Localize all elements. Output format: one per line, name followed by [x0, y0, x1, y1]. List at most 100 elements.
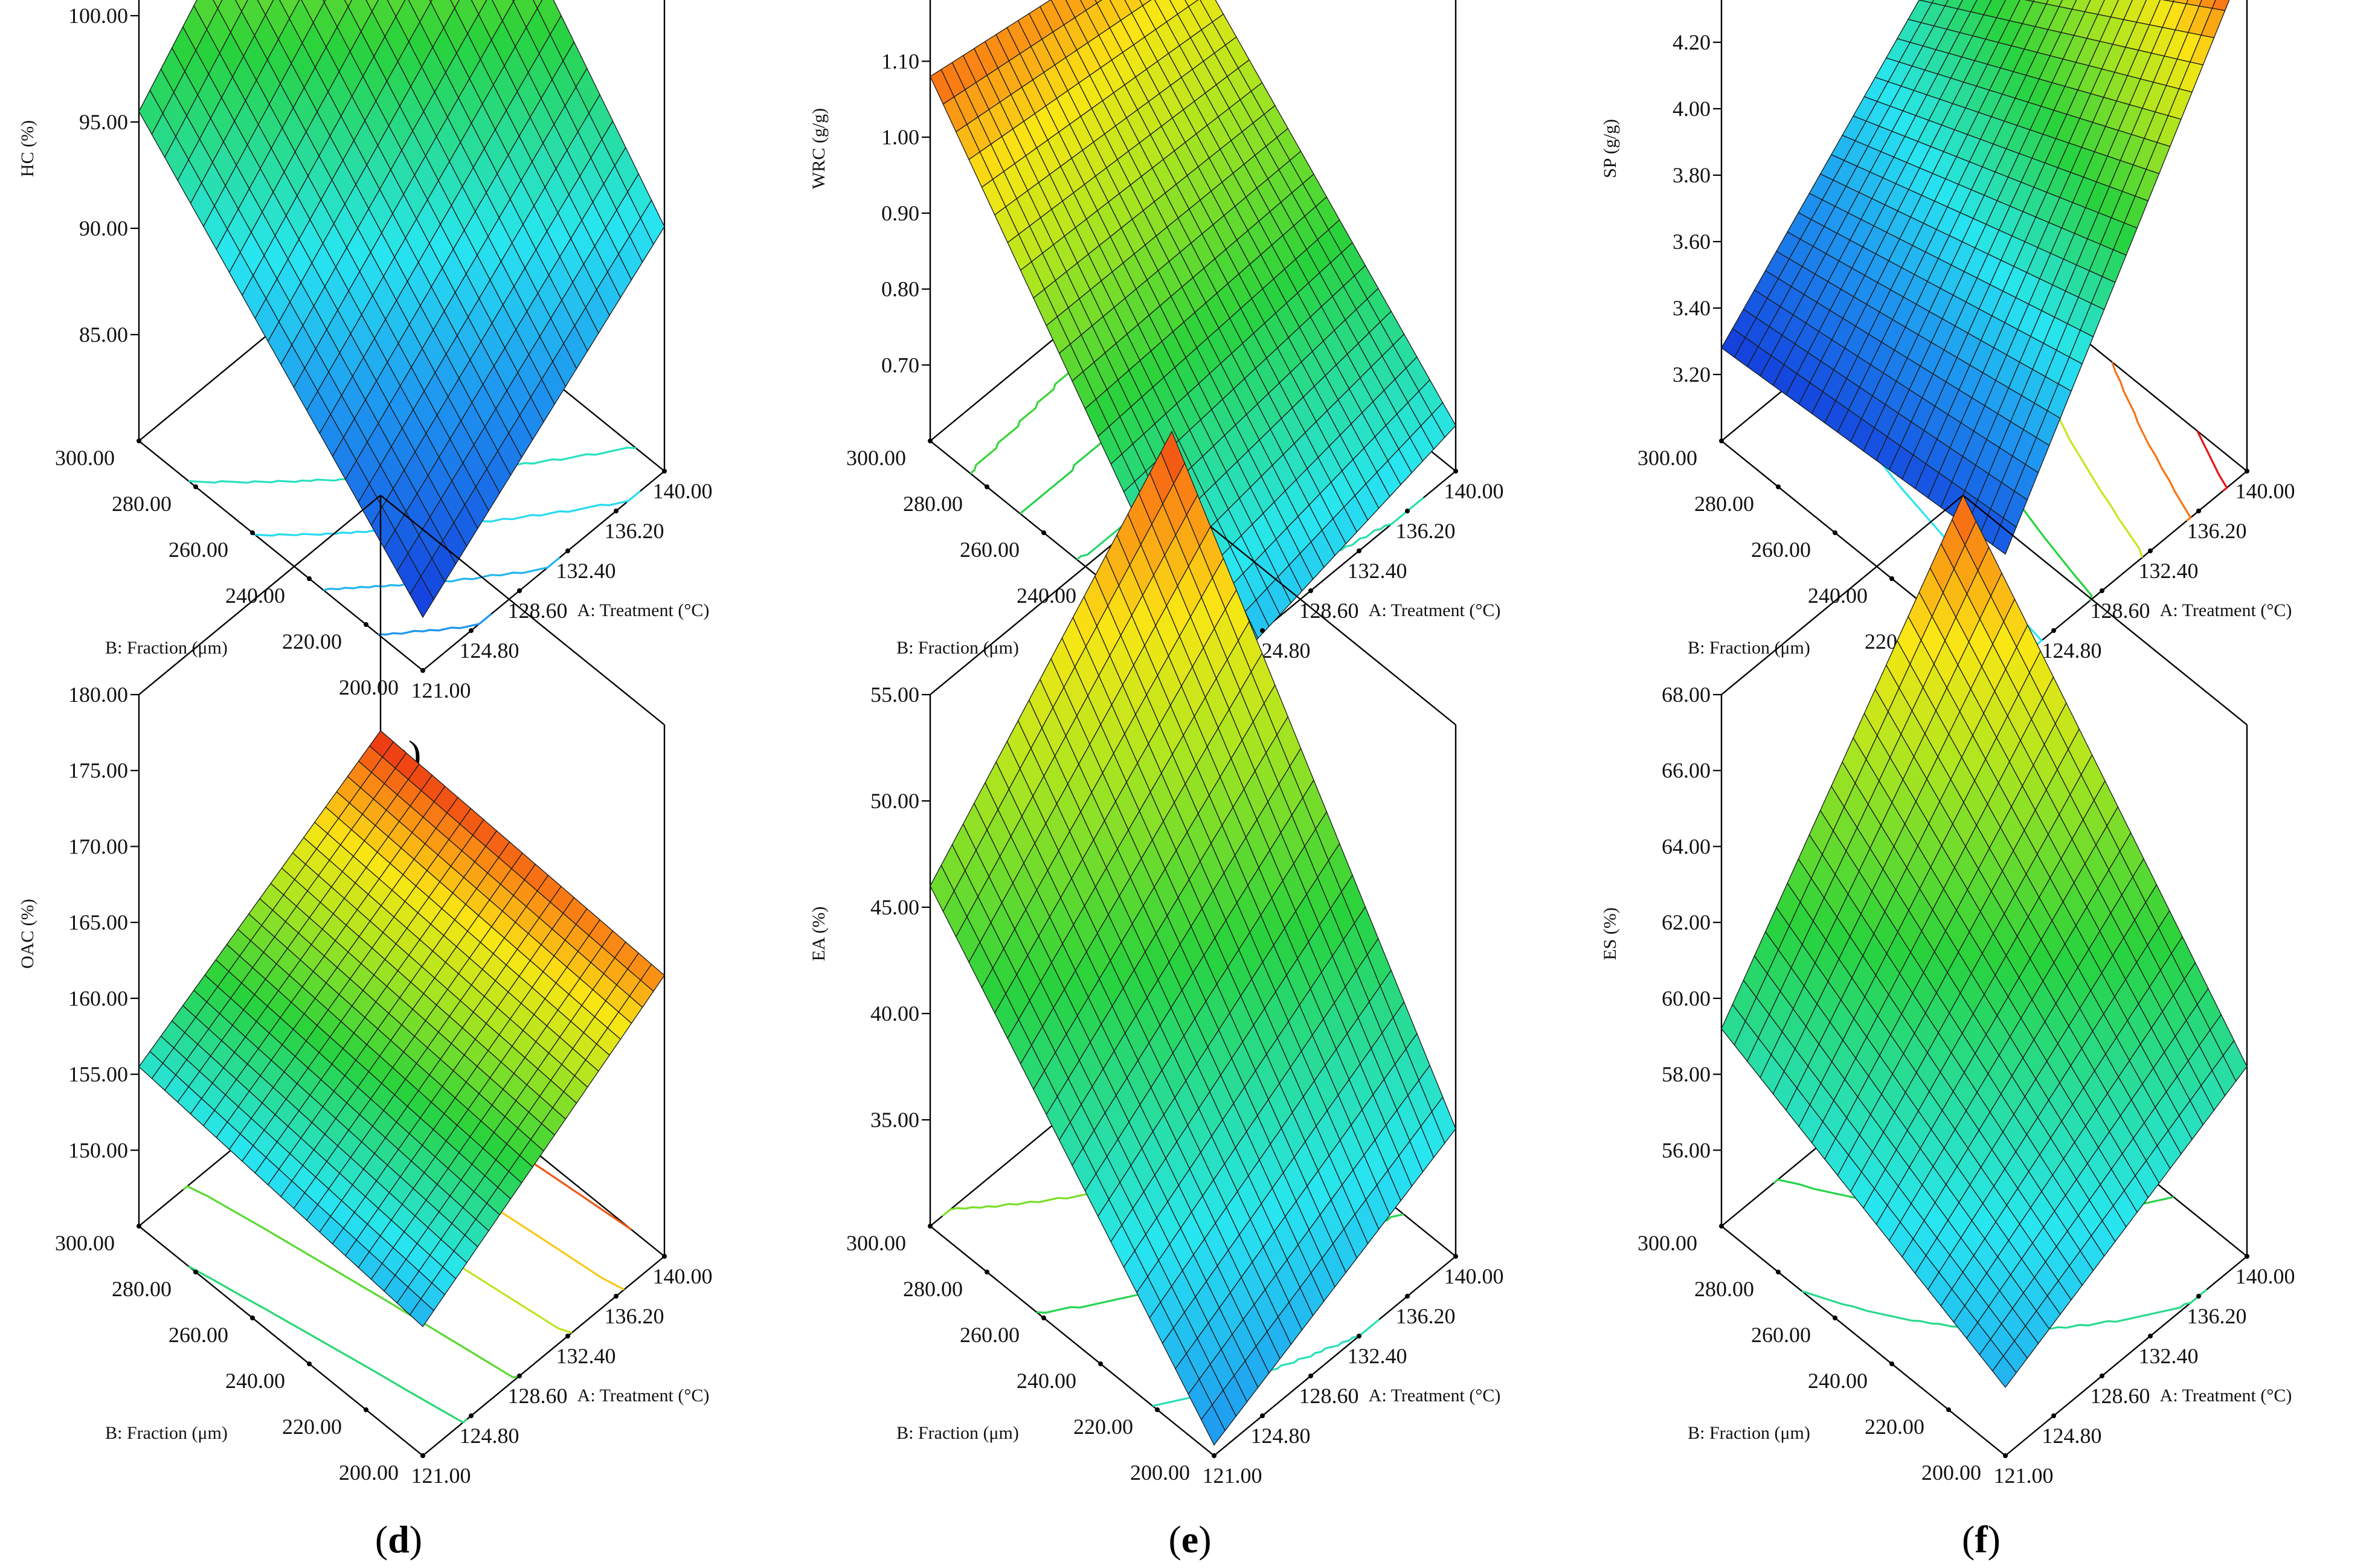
- b-axis-e: 200.00 220.00 240.00 260.00 280.00 300.00 B: F…: [846, 1224, 1217, 1485]
- a-tick-mark: [1260, 628, 1265, 633]
- surface-cell: [344, 0, 353, 8]
- panel-label-e: (e): [1168, 1518, 1211, 1561]
- b-tick-mark: [364, 1407, 368, 1412]
- b-tick-label: 280.00: [1694, 1277, 1754, 1301]
- b-tick-label: 240.00: [225, 583, 285, 608]
- b-tick-label: 240.00: [1808, 1369, 1868, 1393]
- b-tick-label: 260.00: [169, 538, 228, 562]
- chart-panel-e: 35.00 40.00 45.00 50.00 55.00 EA (%) 200.00 220…: [791, 430, 1577, 1564]
- frame-edge: [1721, 1226, 2006, 1456]
- a-tick-mark: [469, 628, 474, 633]
- a-tick-mark: [614, 509, 619, 513]
- z-tick-label: 0.90: [881, 201, 919, 225]
- b-tick-label: 280.00: [903, 492, 963, 516]
- frame-edge: [1721, 495, 1964, 695]
- a-tick-label: 136.20: [605, 519, 664, 543]
- a-tick-label: 136.20: [2187, 519, 2247, 543]
- b-tick-mark: [985, 1270, 989, 1274]
- a-tick-mark: [2196, 509, 2201, 513]
- a-tick-mark: [1357, 1334, 1361, 1338]
- surface-plot-d: 150.00 155.00 160.00 165.00 170.00 175.00 180.…: [18, 495, 713, 1561]
- a-tick-label: 136.20: [1396, 1304, 1456, 1328]
- z-axis-title: SP (g/g): [1600, 119, 1620, 178]
- b-tick-label: 300.00: [1638, 446, 1697, 470]
- a-tick-mark: [2245, 469, 2249, 474]
- b-tick-label: 240.00: [1808, 583, 1868, 608]
- a-axis-title: A: Treatment (°C): [2160, 1386, 2292, 1406]
- b-axis-title: B: Fraction (μm): [105, 638, 228, 658]
- contour-line: [1801, 1288, 2208, 1331]
- b-axis-title: B: Fraction (μm): [1688, 638, 1810, 658]
- a-axis-title: A: Treatment (°C): [1369, 600, 1501, 620]
- a-tick-label: 128.60: [2091, 599, 2150, 623]
- surface-cell: [365, 0, 379, 13]
- a-tick-label: 132.40: [2139, 1344, 2199, 1368]
- b-axis-f: 200.00 220.00 240.00 260.00 280.00 300.00 B: F…: [1638, 1224, 2008, 1485]
- z-tick-label: 55.00: [870, 683, 919, 707]
- frame-edge: [138, 1226, 423, 1456]
- z-tick-label: 0.80: [881, 277, 919, 301]
- a-tick-mark: [2051, 1413, 2056, 1418]
- z-tick-label: 45.00: [870, 895, 919, 919]
- z-tick-label: 160.00: [68, 986, 128, 1011]
- response-surface-d: [138, 730, 665, 1328]
- surface-cell: [409, 1298, 435, 1328]
- a-axis-e: 121.00 124.80 128.60 132.40 136.20 140.00 A: T…: [1203, 1254, 1504, 1488]
- b-tick-mark: [137, 1224, 141, 1229]
- z-tick-label: 35.00: [870, 1108, 919, 1132]
- z-tick-label: 165.00: [68, 910, 128, 934]
- z-axis-b: 0.700.800.901.001.101.201.30WRC (g/g): [809, 49, 930, 377]
- b-tick-mark: [1776, 484, 1781, 489]
- b-tick-mark: [193, 1270, 198, 1274]
- a-tick-mark: [2148, 548, 2153, 553]
- frame-edge: [2005, 471, 2248, 671]
- z-tick-label: 1.00: [881, 125, 919, 149]
- z-tick-label: 180.00: [68, 683, 128, 707]
- b-tick-mark: [1155, 1407, 1160, 1412]
- b-tick-label: 280.00: [112, 1277, 172, 1301]
- panel-label-f: (f): [1962, 1518, 2001, 1561]
- a-tick-label: 128.60: [1299, 1384, 1359, 1408]
- z-tick-label: 95.00: [79, 110, 128, 134]
- a-tick-mark: [1357, 548, 1361, 553]
- b-tick-label: 240.00: [1017, 1369, 1076, 1393]
- b-tick-label: 240.00: [1017, 583, 1076, 608]
- z-tick-label: 90.00: [79, 216, 128, 240]
- a-tick-label: 140.00: [1444, 479, 1504, 503]
- response-surface-e: [930, 430, 1456, 1446]
- b-tick-mark: [1098, 1361, 1103, 1366]
- b-tick-mark: [928, 439, 933, 443]
- b-tick-mark: [1833, 530, 1837, 535]
- z-tick-label: 3.40: [1673, 296, 1711, 320]
- surface-cell: [450, 0, 460, 9]
- a-tick-mark: [2100, 588, 2104, 593]
- z-tick-label: 50.00: [870, 789, 919, 813]
- z-tick-label: 66.00: [1662, 759, 1711, 783]
- a-tick-mark: [2100, 1374, 2104, 1378]
- b-tick-label: 200.00: [1921, 1460, 1981, 1485]
- a-tick-mark: [1308, 1374, 1313, 1378]
- a-tick-mark: [2148, 1334, 2153, 1338]
- frame-edge: [930, 1226, 1215, 1456]
- a-tick-mark: [469, 1413, 474, 1418]
- b-tick-label: 220.00: [1073, 1415, 1133, 1439]
- surface-cell: [1991, 1355, 2017, 1388]
- b-tick-label: 300.00: [55, 1231, 115, 1255]
- b-tick-label: 260.00: [960, 1323, 1020, 1347]
- a-tick-label: 140.00: [2235, 479, 2295, 503]
- a-tick-mark: [565, 548, 570, 553]
- a-axis-a: 121.00 124.80 128.60 132.40 136.20 140.00 A: T…: [411, 469, 713, 702]
- response-surface-a: [138, 0, 665, 619]
- b-tick-mark: [1041, 1316, 1046, 1320]
- b-tick-label: 260.00: [960, 538, 1020, 562]
- a-tick-mark: [1308, 588, 1313, 593]
- surface-cell: [235, 0, 248, 13]
- a-axis-title: A: Treatment (°C): [2160, 600, 2292, 620]
- b-tick-mark: [1719, 439, 1724, 443]
- b-tick-label: 300.00: [846, 1231, 906, 1255]
- a-tick-label: 121.00: [411, 1464, 471, 1488]
- b-tick-label: 200.00: [1130, 1460, 1190, 1485]
- z-tick-label: 175.00: [68, 759, 128, 783]
- a-axis-title: A: Treatment (°C): [577, 1386, 710, 1406]
